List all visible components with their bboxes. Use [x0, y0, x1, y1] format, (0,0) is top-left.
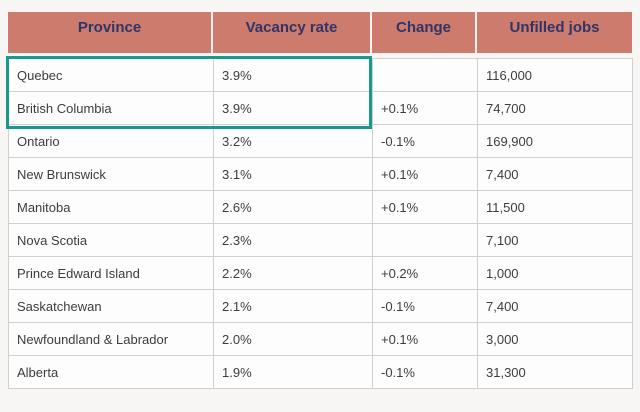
- cell-vacancy-rate: 2.0%: [213, 322, 373, 356]
- cell-change: [372, 223, 478, 257]
- table-row: British Columbia 3.9% +0.1% 74,700: [8, 91, 633, 125]
- cell-vacancy-rate: 2.3%: [213, 223, 373, 257]
- table-row: Alberta 1.9% -0.1% 31,300: [8, 355, 633, 389]
- cell-unfilled-jobs: 74,700: [477, 91, 633, 125]
- vacancy-table: Province Vacancy rate Change Unfilled jo…: [6, 12, 633, 389]
- table-row: Saskatchewan 2.1% -0.1% 7,400: [8, 289, 633, 323]
- cell-province: Prince Edward Island: [8, 256, 214, 290]
- cell-vacancy-rate: 2.6%: [213, 190, 373, 224]
- table-row: Ontario 3.2% -0.1% 169,900: [8, 124, 633, 158]
- table-header-row: Province Vacancy rate Change Unfilled jo…: [8, 12, 632, 53]
- column-header-province: Province: [8, 12, 213, 53]
- cell-province: Manitoba: [8, 190, 214, 224]
- cell-vacancy-rate: 2.1%: [213, 289, 373, 323]
- cell-province: Nova Scotia: [8, 223, 214, 257]
- column-header-change: Change: [372, 12, 477, 53]
- cell-province: Alberta: [8, 355, 214, 389]
- cell-unfilled-jobs: 1,000: [477, 256, 633, 290]
- cell-vacancy-rate: 1.9%: [213, 355, 373, 389]
- cell-unfilled-jobs: 7,400: [477, 157, 633, 191]
- cell-province: Newfoundland & Labrador: [8, 322, 214, 356]
- cell-vacancy-rate: 3.1%: [213, 157, 373, 191]
- cell-unfilled-jobs: 116,000: [477, 58, 633, 92]
- table-row: New Brunswick 3.1% +0.1% 7,400: [8, 157, 633, 191]
- cell-change: +0.1%: [372, 157, 478, 191]
- cell-unfilled-jobs: 3,000: [477, 322, 633, 356]
- cell-vacancy-rate: 3.2%: [213, 124, 373, 158]
- cell-unfilled-jobs: 169,900: [477, 124, 633, 158]
- cell-province: British Columbia: [8, 91, 214, 125]
- column-header-unfilled-jobs: Unfilled jobs: [477, 12, 632, 53]
- column-header-vacancy-rate: Vacancy rate: [213, 12, 372, 53]
- table-row: Quebec 3.9% 116,000: [8, 58, 633, 92]
- cell-vacancy-rate: 2.2%: [213, 256, 373, 290]
- cell-change: -0.1%: [372, 289, 478, 323]
- cell-province: Ontario: [8, 124, 214, 158]
- cell-change: [372, 58, 478, 92]
- table-row: Prince Edward Island 2.2% +0.2% 1,000: [8, 256, 633, 290]
- cell-unfilled-jobs: 11,500: [477, 190, 633, 224]
- cell-change: -0.1%: [372, 124, 478, 158]
- cell-change: +0.2%: [372, 256, 478, 290]
- cell-unfilled-jobs: 7,400: [477, 289, 633, 323]
- table-body: Quebec 3.9% 116,000 British Columbia 3.9…: [8, 58, 633, 389]
- cell-change: +0.1%: [372, 322, 478, 356]
- table-row: Newfoundland & Labrador 2.0% +0.1% 3,000: [8, 322, 633, 356]
- cell-province: Quebec: [8, 58, 214, 92]
- table-row: Manitoba 2.6% +0.1% 11,500: [8, 190, 633, 224]
- cell-province: Saskatchewan: [8, 289, 214, 323]
- cell-province: New Brunswick: [8, 157, 214, 191]
- cell-change: +0.1%: [372, 91, 478, 125]
- cell-vacancy-rate: 3.9%: [213, 91, 373, 125]
- cell-change: +0.1%: [372, 190, 478, 224]
- cell-change: -0.1%: [372, 355, 478, 389]
- cell-unfilled-jobs: 31,300: [477, 355, 633, 389]
- cell-vacancy-rate: 3.9%: [213, 58, 373, 92]
- cell-unfilled-jobs: 7,100: [477, 223, 633, 257]
- table-row: Nova Scotia 2.3% 7,100: [8, 223, 633, 257]
